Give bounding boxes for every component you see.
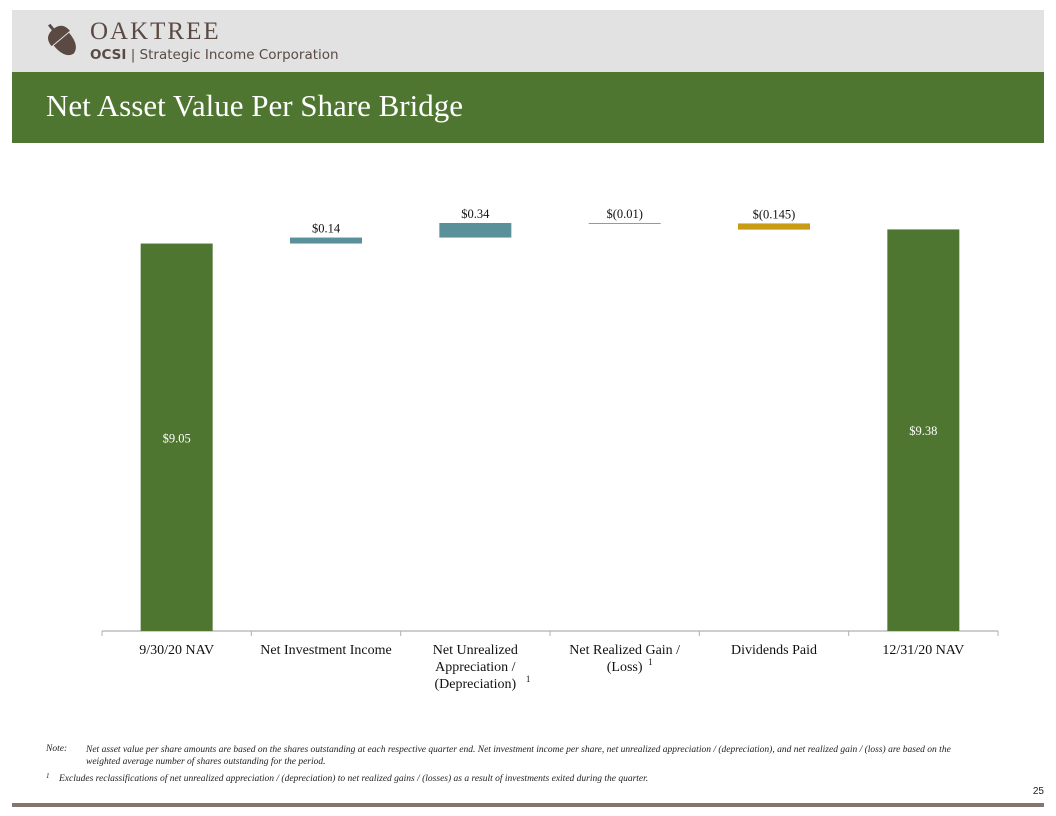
category-label-3-line-2: Appreciation / — [435, 660, 516, 675]
category-label-4-line-1: Net Realized Gain / — [569, 643, 680, 658]
category-label-2-line-1: Net Investment Income — [260, 643, 391, 658]
category-footnote-4: 1 — [648, 657, 653, 667]
footnote-text: Excludes reclassifications of net unreal… — [59, 774, 649, 784]
footnote-mark: 1 — [46, 772, 50, 780]
company-line: OCSI | Strategic Income Corporation — [90, 47, 339, 63]
data-label-1: $9.05 — [163, 431, 191, 445]
bar-5 — [738, 223, 810, 230]
footer-rule — [12, 803, 1044, 807]
category-label-3-line-3: (Depreciation) — [435, 677, 517, 692]
data-label-5: $(0.145) — [753, 207, 796, 221]
ticker: OCSI — [90, 47, 127, 63]
page-number: 25 — [1032, 786, 1044, 797]
bar-6 — [887, 229, 960, 631]
acorn-icon — [47, 23, 76, 56]
header-band — [12, 10, 1044, 72]
nav-bridge-chart: $9.05 9/30/20 NAV $0.14 Net Investment Inco… — [101, 207, 999, 692]
data-label-6: $9.38 — [909, 424, 937, 438]
category-label-4-line-2: (Loss) — [607, 660, 643, 675]
bar-2 — [290, 237, 362, 244]
company-name: Strategic Income Corporation — [139, 47, 339, 63]
bar-3 — [439, 222, 512, 238]
brand-separator: | — [130, 47, 136, 63]
note-label: Note: — [46, 744, 68, 754]
data-label-4: $(0.01) — [606, 207, 642, 221]
bar-4 — [588, 222, 661, 224]
category-label-5-line-1: Dividends Paid — [731, 643, 817, 658]
bar-1 — [140, 243, 213, 631]
note-text: Net asset value per share amounts are ba… — [86, 745, 951, 767]
category-footnote-3: 1 — [526, 674, 531, 684]
category-label-1-line-1: 9/30/20 NAV — [139, 643, 214, 658]
title-band: Net Asset Value Per Share Bridge — [12, 72, 1044, 143]
category-label-6-line-1: 12/31/20 NAV — [882, 643, 964, 658]
data-label-3: $0.34 — [461, 207, 490, 221]
data-label-2: $0.14 — [312, 222, 341, 236]
page-title: Net Asset Value Per Share Bridge — [46, 88, 463, 123]
category-label-3-line-1: Net Unrealized — [433, 643, 518, 658]
brand-name: OAKTREE — [90, 18, 221, 45]
oaktree-logo: OAKTREE OCSI | Strategic Income Corporat… — [42, 16, 342, 66]
